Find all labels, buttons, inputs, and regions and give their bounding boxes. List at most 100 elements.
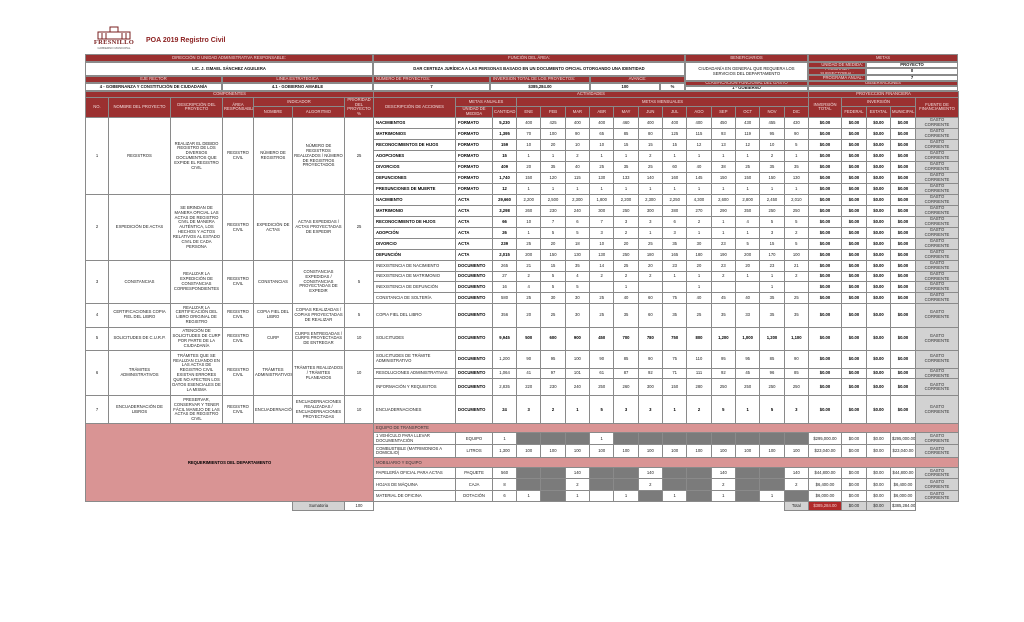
month-value: 20 (516, 161, 542, 174)
inversion-municipal: $0.00 (889, 194, 916, 207)
action-description: DIVORCIOS (373, 161, 457, 174)
observaciones-label: OBSERVACIONES (808, 81, 958, 86)
month-value: 35 (759, 292, 785, 304)
month-value: 35 (613, 161, 639, 174)
month-value: 1 (662, 150, 688, 163)
month-value: 400 (589, 117, 615, 130)
month-value: 780 (637, 326, 664, 351)
month-value: 3 (637, 216, 664, 229)
inversion-municipal: $0.00 (889, 161, 916, 174)
inversion-municipal: $0.00 (889, 395, 916, 425)
blank-cell (915, 502, 958, 511)
month-value: 145 (686, 172, 712, 185)
action-quantity: 159 (492, 139, 518, 152)
month-value: 60 (662, 161, 688, 174)
inversion-total: $44,800.00 (807, 467, 842, 480)
month-value: 230 (540, 378, 566, 397)
fuente-financiamiento: GASTO CORRIENTE (914, 139, 960, 152)
month-value: 23 (759, 260, 785, 272)
inversion-federal: $0.00 (840, 249, 867, 262)
requirement-row: 1 VEHÍCULO PARA LLEVAR DOCUMENTACIÓN EQUI… (86, 432, 960, 446)
month-value: 230 (540, 205, 566, 218)
action-quantity: 26 (492, 227, 518, 240)
inversion-federal: $0.00 (840, 478, 867, 492)
month-value: 1 (662, 183, 688, 196)
month-value: 20 (540, 238, 566, 251)
fuente-financiamiento: GASTO CORRIENTE (914, 281, 960, 294)
num-proyectos-label: NÚMERO DE PROYECTOS: (373, 76, 490, 83)
eje-label: EJE RECTOR (85, 76, 222, 83)
table-row: 1 REGISTROS REALIZAR EL DEBIDO REGISTRO DE… (85, 117, 960, 196)
inversion-municipal: $0.00 (889, 260, 916, 272)
action-description: CONSTANCIA DE SOLTERÍA (373, 292, 457, 304)
inversion-total: $0.00 (807, 270, 842, 283)
month-value: 1 (734, 227, 761, 240)
month-value: 4 (564, 270, 591, 283)
month-value: 1 (710, 150, 737, 163)
month-value: 2 (516, 270, 542, 283)
month-value: 2 (564, 478, 591, 492)
fuente-financiamiento: GASTO CORRIENTE (914, 467, 960, 480)
month-value: 3 (613, 216, 639, 229)
month-value: 23 (710, 260, 737, 272)
month-value: 1 (686, 150, 712, 163)
estatal-header: ESTATAL (865, 106, 891, 119)
month-value: 92 (637, 367, 664, 380)
action-unit: DOCUMENTO (455, 378, 494, 397)
action-unit: DOCUMENTO (455, 281, 494, 294)
month-value: 96 (759, 367, 785, 380)
fuente-financiamiento: GASTO CORRIENTE (914, 172, 960, 185)
requirement-unit: DOTACIÓN (455, 490, 494, 503)
project-name: CONSTANCIAS (108, 260, 171, 304)
month-header: ENE (516, 106, 542, 119)
inversion-estatal: $0.00 (865, 227, 891, 240)
month-value: 260 (516, 205, 542, 218)
month-value: 2,800 (734, 194, 761, 207)
action-description: NACIMIENTOS (373, 117, 457, 130)
project-priority: 5 (343, 260, 375, 304)
month-value: 35 (662, 302, 688, 328)
month-value: 3 (662, 227, 688, 240)
month-value: 95 (759, 128, 785, 141)
requirements-group-row: REQUERIMIENTOS DEL DEPARTAMENTO EQUIPO DE… (84, 423, 960, 503)
indicator-algorithm: CONSTANCIAS EXPEDIDAS / CONSTANCIAS PROY… (292, 260, 345, 304)
month-value: 1 (662, 395, 688, 425)
action-quantity: 265 (492, 260, 518, 272)
month-value: 130 (589, 249, 615, 262)
month-value: 1 (759, 183, 785, 196)
requirement-row: PAPELERÍA OFICIAL PARA ACTAS PAQUETE 560 14… (86, 467, 960, 480)
action-unit: DOCUMENTO (455, 395, 494, 425)
month-value: 5 (783, 139, 809, 152)
month-value: 100 (662, 444, 688, 459)
project-priority: 10 (343, 349, 375, 397)
month-value: 1 (564, 490, 591, 503)
requirement-unit: PAQUETE (455, 467, 494, 480)
month-header: ABR (589, 106, 615, 119)
requirement-quantity: 560 (492, 467, 518, 480)
month-value: 87 (613, 367, 639, 380)
month-header: JUN (637, 106, 664, 119)
project-name: ENCUADERNACIÓN DE LIBROS (108, 395, 171, 425)
action-description: RECONOCIMIENTOS DE HIJOS (373, 139, 457, 152)
action-unit: FORMATO (455, 128, 494, 141)
inversion-federal: $0.00 (840, 467, 867, 480)
total-estatal: $0.00 (865, 501, 891, 512)
action-description: NACIMIENTO (373, 194, 457, 207)
month-value: 100 (710, 444, 737, 459)
month-value: 400 (516, 117, 542, 130)
inversion-estatal: $0.00 (865, 249, 891, 262)
month-value: 38 (710, 161, 737, 174)
month-value: 1 (686, 270, 712, 283)
month-value: 93 (710, 128, 737, 141)
month-value: 140 (637, 467, 664, 480)
inversion-estatal: $0.00 (865, 281, 891, 294)
linea-label: LÍNEA ESTRATÉGICA (222, 76, 373, 83)
inversion-municipal: $6,000.00 (889, 490, 916, 503)
action-description: RECONOCIMIENTO DE HIJOS (373, 216, 457, 229)
inversion-federal: $0.00 (840, 270, 867, 283)
month-value: 100 (589, 444, 615, 459)
project-priority: 10 (343, 326, 375, 351)
project-description: ATENCIÓN DE SOLICITUDES DE CURP POR PART… (170, 326, 223, 351)
month-value: 2,010 (783, 194, 809, 207)
inversion-total: $0.00 (807, 281, 842, 294)
